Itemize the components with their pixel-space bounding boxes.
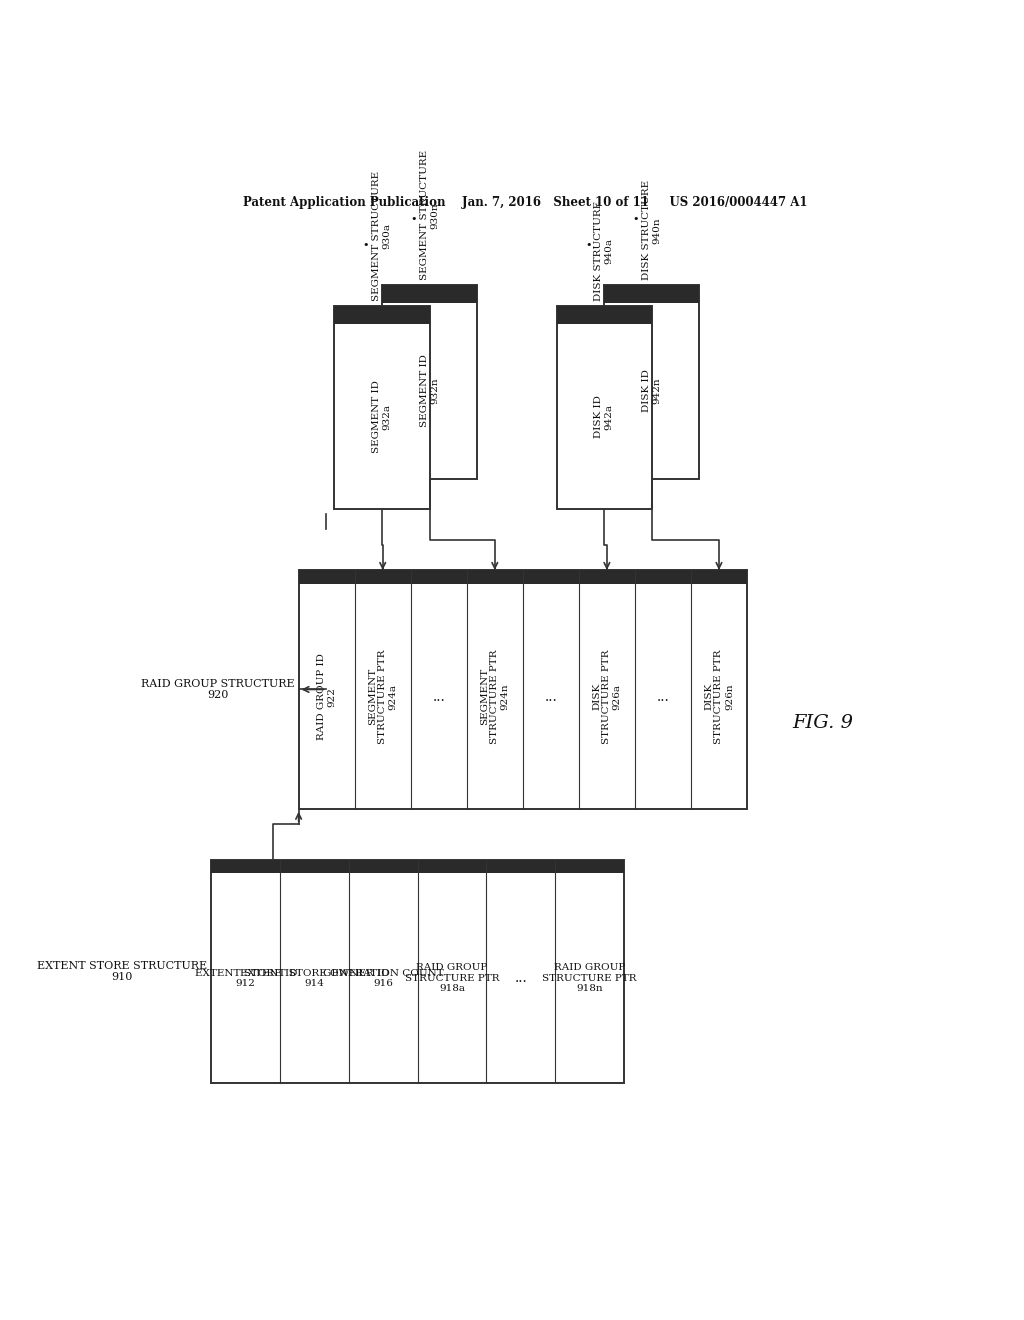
Text: RAID GROUP STRUCTURE
920: RAID GROUP STRUCTURE 920 — [141, 678, 295, 701]
Text: DISK ID
942n: DISK ID 942n — [642, 370, 662, 412]
Bar — [299, 570, 748, 585]
Bar — [557, 306, 652, 510]
Text: SEGMENT STRUCTURE
930n: SEGMENT STRUCTURE 930n — [420, 150, 439, 280]
Text: SEGMENT ID
932a: SEGMENT ID 932a — [373, 380, 391, 453]
Text: FIG. 9: FIG. 9 — [792, 714, 853, 731]
Bar — [604, 285, 699, 479]
Text: SEGMENT
STRUCTURE PTR
924n: SEGMENT STRUCTURE PTR 924n — [480, 649, 510, 744]
Text: DISK STRUCTURE
940n: DISK STRUCTURE 940n — [642, 181, 662, 280]
Text: •: • — [411, 214, 417, 224]
Text: ...: ... — [656, 689, 670, 704]
Text: Patent Application Publication    Jan. 7, 2016   Sheet 10 of 11     US 2016/0004: Patent Application Publication Jan. 7, 2… — [243, 195, 807, 209]
Text: ...: ... — [545, 689, 557, 704]
Bar — [382, 285, 477, 302]
Text: SEGMENT
STRUCTURE PTR
924a: SEGMENT STRUCTURE PTR 924a — [368, 649, 397, 744]
Bar — [604, 285, 699, 302]
Bar — [211, 859, 624, 1084]
Bar — [382, 285, 477, 479]
Text: DISK
STRUCTURE PTR
926n: DISK STRUCTURE PTR 926n — [705, 649, 734, 744]
Text: DISK ID
942a: DISK ID 942a — [595, 395, 613, 438]
Text: RAID GROUP ID
922: RAID GROUP ID 922 — [317, 653, 336, 741]
Text: SEGMENT STRUCTURE
930a: SEGMENT STRUCTURE 930a — [373, 170, 391, 301]
Bar — [334, 306, 430, 510]
Text: ...: ... — [514, 972, 527, 985]
Text: ...: ... — [432, 689, 445, 704]
Text: RAID GROUP
STRUCTURE PTR
918a: RAID GROUP STRUCTURE PTR 918a — [404, 964, 500, 993]
Text: EXTENT STORE STRUCTURE
910: EXTENT STORE STRUCTURE 910 — [37, 961, 207, 982]
Text: GENERATION COUNT
916: GENERATION COUNT 916 — [323, 969, 443, 987]
Bar — [334, 306, 430, 325]
Text: EXTENT STORE OWNER ID
914: EXTENT STORE OWNER ID 914 — [240, 969, 389, 987]
Bar — [211, 859, 624, 873]
Bar — [557, 306, 652, 325]
Bar — [299, 570, 748, 809]
Text: SEGMENT ID
932n: SEGMENT ID 932n — [420, 354, 439, 428]
Text: DISK
STRUCTURE PTR
926a: DISK STRUCTURE PTR 926a — [592, 649, 622, 744]
Text: DISK STRUCTURE
940a: DISK STRUCTURE 940a — [595, 201, 613, 301]
Text: RAID GROUP
STRUCTURE PTR
918n: RAID GROUP STRUCTURE PTR 918n — [543, 964, 637, 993]
Text: EXTENT STORE ID
912: EXTENT STORE ID 912 — [195, 969, 297, 987]
Text: •: • — [633, 214, 639, 224]
Text: •: • — [362, 240, 370, 249]
Text: •: • — [585, 240, 592, 249]
